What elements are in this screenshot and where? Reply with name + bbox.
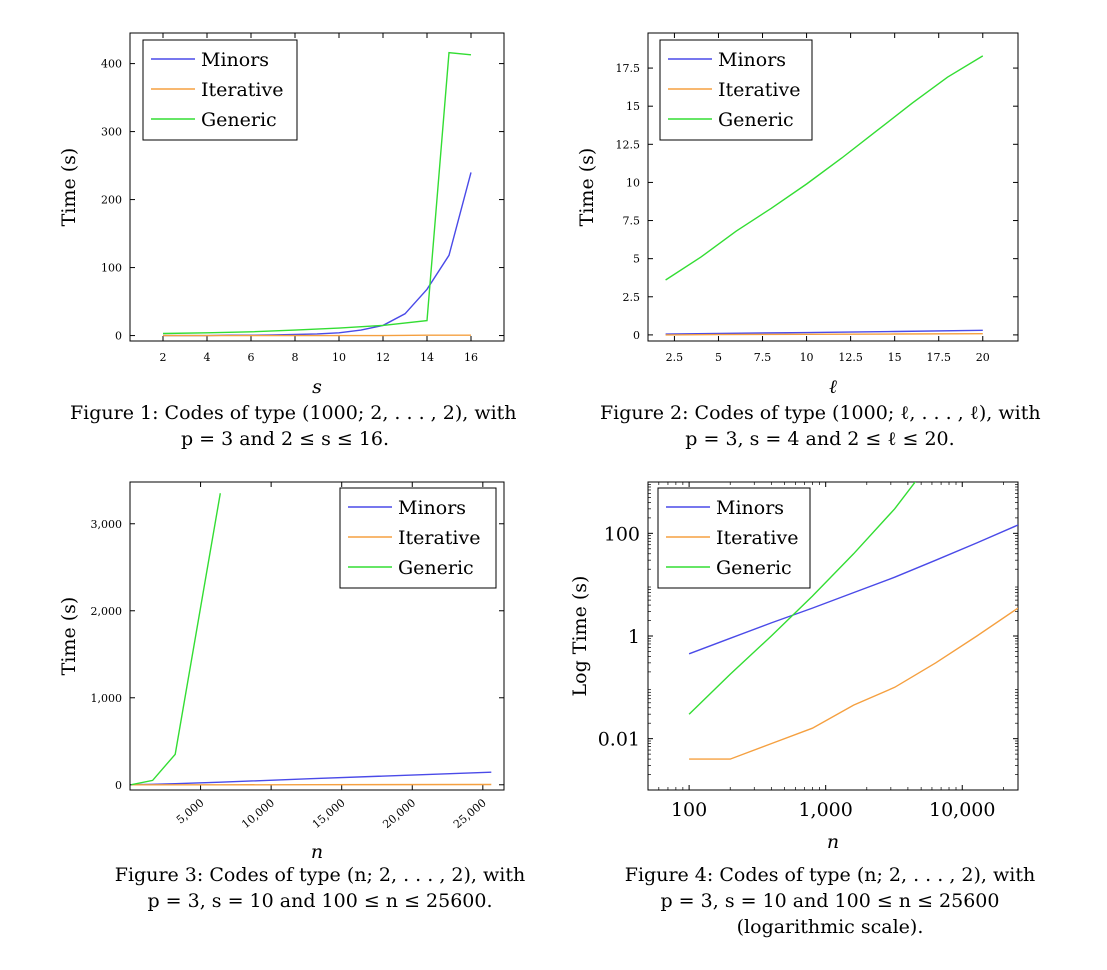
legend-box [339,487,497,589]
x-tick-label: 100 [671,799,707,821]
y-tick-label: 100 [604,523,640,545]
series-line-generic [665,55,984,281]
y-tick-label: 7.5 [623,215,641,228]
legend-label-iterative: Iterative [201,79,284,101]
y-tick-label: 2,000 [91,605,123,618]
x-tick-label: 4 [204,351,211,364]
x-tick-label: 2.5 [666,351,684,364]
x-tick-label: 16 [464,351,478,364]
x-tick-label: 10 [800,351,814,364]
legend-label-minors: Minors [718,49,786,71]
figure-2: 2.5 5 7.5 10 12.5 15 17.5 20 0 2.5 5 7.5 10 12.5 15 17.… [0,0,1107,480]
figure-3-chart: 5,000 10,000 15,000 20,000 25,00001,0002,000… [58,481,505,863]
x-tick-label: 14 [420,351,434,364]
series-line-iterative [689,607,1018,760]
plot-frame [647,32,1019,342]
legend-label-minors: Minors [716,497,784,519]
x-tick-label: 5 [715,351,722,364]
plot-frame [129,481,505,791]
x-tick-label: 12 [376,351,390,364]
y-tick-label: 200 [101,194,122,207]
figure-3: 5,000 10,000 15,000 20,000 25,000 0 1,000 2,000… [58,481,550,914]
x-tick-label: 1,000 [798,799,852,821]
series-line-generic [688,482,917,715]
x-tick-label: 20 [976,351,990,364]
x-tick-label: 8 [292,351,299,364]
y-tick-label: 10 [626,176,640,189]
y-tick-label: 300 [101,126,122,139]
x-tick-label: 17.5 [926,351,951,364]
series-line-minors [688,524,1018,655]
y-axis-label: Time (s) [576,148,598,227]
y-tick-label: 1 [628,626,640,648]
legend-label-iterative: Iterative [398,527,481,549]
legend-label-generic: Generic [718,109,794,131]
legend-box [657,487,811,589]
figure-3-caption-line-1: Figure 3: Codes of type (n; 2, . . . , 2… [114,864,526,886]
series-line-iterative [665,333,983,336]
y-tick-label: 12.5 [616,138,641,151]
legend-label-minors: Minors [398,497,466,519]
y-tick-label: 400 [101,58,122,71]
figure-1: 2 4 6 8 10 12 14 16 0 100 200 300 400 s Time (s) Minors… [0,0,540,480]
x-tick-label: 12.5 [838,351,863,364]
x-axis-label: n [311,841,323,863]
figure-4-caption-line-1: Figure 4: Codes of type (n; 2, . . . , 2… [624,864,1036,886]
x-tick-label: 2 [160,351,167,364]
legend-label-iterative: Iterative [718,79,801,101]
figure-1-chart: 2 4 6 8 10 12 14 16 0 100 200 300 400 s Time (s) Minors… [58,32,505,398]
figure-1-caption-line-1: Figure 1: Codes of type (1000; 2, . . . … [70,402,517,424]
figure-2-caption: Figure 2: Codes of type (1000; ℓ, . . . … [600,400,1041,452]
figure-2-caption-line-1: Figure 2: Codes of type (1000; ℓ, . . . … [600,402,1041,424]
y-axis-label: Time (s) [58,148,80,227]
series-line-generic [131,493,221,786]
y-tick-label: 1,000 [91,692,123,705]
figure-4-caption: Figure 4: Codes of type (n; 2, . . . , 2… [600,862,1060,940]
x-axis-label: ℓ [829,376,837,398]
series-line-generic [162,51,472,335]
legend-box [659,39,813,141]
y-tick-label: 100 [101,262,122,275]
y-tick-label: 0 [633,329,640,342]
figure-3-caption: Figure 3: Codes of type (n; 2, . . . , 2… [90,862,550,914]
figure-4-caption-line-3: (logarithmic scale). [736,916,924,938]
figure-3-caption-line-2: p = 3, s = 10 and 100 ≤ n ≤ 25600. [147,890,493,912]
y-axis-label: Time (s) [58,597,80,676]
figure-4-chart: 100 1,000 10,000 0.01 1 100 n Log Time (s) Minor… [569,481,1019,853]
y-axis-label: Log Time (s) [569,576,591,697]
figure-1-caption-line-2: p = 3 and 2 ≤ s ≤ 16. [180,428,390,450]
figure-2-caption-line-2: p = 3, s = 4 and 2 ≤ ℓ ≤ 20. [685,428,955,450]
y-tick-label: 15 [626,100,640,113]
y-tick-label: 17.5 [616,62,641,75]
x-tick-label: 10 [332,351,346,364]
y-tick-label: 0 [115,779,122,792]
legend-label-iterative: Iterative [716,527,799,549]
y-tick-label: 3,000 [91,518,123,531]
y-tick-label: 2.5 [623,291,641,304]
figure-2-chart: 2.5 5 7.5 10 12.5 15 17.5 20 0 2.5 5 7.5 10 12.5 15 17.… [576,32,1019,398]
legend-label-generic: Generic [716,557,792,579]
legend-label-generic: Generic [201,109,277,131]
legend-label-minors: Minors [201,49,269,71]
x-tick-label: 10,000 [929,799,995,821]
figure-1-caption: Figure 1: Codes of type (1000; 2, . . . … [70,400,517,452]
x-tick-label: 6 [248,351,255,364]
plot-frame [129,32,505,342]
y-tick-label: 0 [115,330,122,343]
legend-label-generic: Generic [398,557,474,579]
y-tick-label: 0.01 [598,729,640,751]
x-axis-label: s [312,376,322,398]
x-axis-label: n [827,831,839,853]
x-tick-label: 15 [888,351,902,364]
series-line-minors [665,329,983,335]
figure-4-caption-line-2: p = 3, s = 10 and 100 ≤ n ≤ 25600 [660,890,1000,912]
x-tick-label: 7.5 [754,351,772,364]
y-tick-label: 5 [633,253,640,266]
legend-box [142,39,298,141]
